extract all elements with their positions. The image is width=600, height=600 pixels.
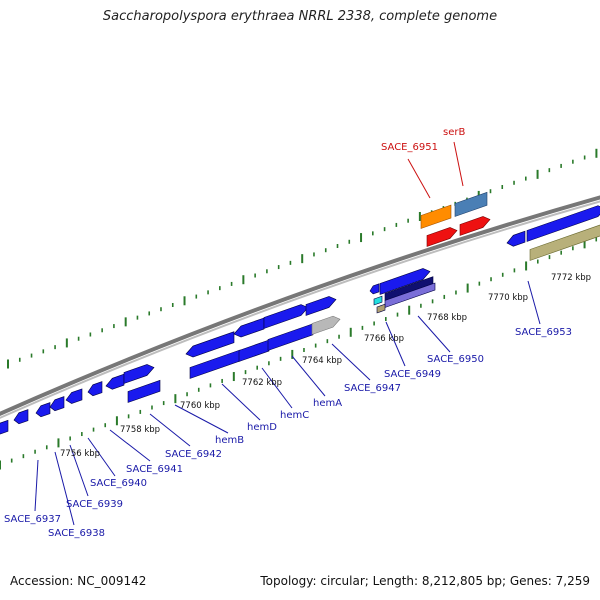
inner-tick-ring	[0, 237, 598, 470]
gene-label-sace_6941: SACE_6941	[126, 464, 183, 475]
leader-3	[87, 437, 116, 477]
feature-track	[0, 191, 600, 435]
cds-lower-2	[238, 339, 270, 362]
backbone-line-inner	[0, 200, 600, 419]
leader-9	[291, 355, 326, 397]
gene-label-sace_6938: SACE_6938	[48, 528, 105, 539]
leader-4	[109, 429, 151, 462]
cds-upper-14	[526, 205, 600, 242]
leader-1	[54, 451, 75, 526]
gene-label-sace_6953: SACE_6953	[515, 327, 572, 338]
accession-label: Accession: NC_009142	[10, 574, 147, 588]
gene-label-sace_6951: SACE_6951	[381, 142, 438, 153]
leader-12	[417, 315, 451, 353]
gene-label-hemc: hemC	[280, 410, 309, 421]
gene-label-sace_6939: SACE_6939	[66, 499, 123, 510]
cds-upper-3	[49, 396, 65, 412]
leader-11	[385, 321, 406, 367]
scale-label-5: 7766 kbp	[364, 334, 404, 344]
leader-13	[407, 158, 431, 199]
genome-summary: Topology: circular; Length: 8,212,805 bp…	[260, 574, 590, 588]
scale-label-0: 7756 kbp	[60, 449, 100, 459]
cds-upper-0	[0, 419, 9, 435]
cds-upper-12	[379, 268, 431, 295]
feature-steelblue	[454, 191, 488, 217]
cds-upper-2	[35, 402, 51, 418]
feature-orange	[420, 204, 452, 229]
feature-khaki	[529, 224, 600, 261]
genome-title: Saccharopolyspora erythraea NRRL 2338, c…	[102, 9, 498, 24]
leader-6	[174, 404, 229, 434]
gene-label-sace_6949: SACE_6949	[384, 369, 441, 380]
leader-15	[527, 280, 541, 325]
scale-label-2: 7760 kbp	[180, 401, 220, 411]
leader-0	[34, 459, 39, 512]
gene-label-sace_6947: SACE_6947	[344, 383, 401, 394]
cds-upper-13	[506, 230, 526, 247]
label-leader-lines	[34, 141, 541, 526]
gene-labels: SACE_6937 SACE_6938 SACE_6939 SACE_6940 SACE…	[4, 127, 572, 539]
scale-label-8: 7772 kbp	[551, 273, 591, 283]
gene-label-hemb: hemB	[215, 435, 244, 446]
cds-upper-10	[263, 304, 309, 329]
leader-8	[261, 367, 293, 409]
gene-label-hema: hemA	[313, 398, 342, 409]
leader-7	[221, 383, 261, 421]
feature-tan	[376, 303, 386, 314]
cds-upper-1	[13, 409, 29, 425]
scale-label-3: 7762 kbp	[242, 378, 282, 388]
feature-cyan	[373, 295, 383, 306]
leader-2	[69, 444, 89, 497]
cds-upper-6	[105, 373, 125, 390]
cds-lower-3	[267, 323, 314, 351]
scale-label-6: 7768 kbp	[427, 313, 467, 323]
gene-label-hemd: hemD	[247, 422, 277, 433]
scale-label-1: 7758 kbp	[120, 425, 160, 435]
cds-upper-7	[123, 364, 155, 384]
cds-upper-4	[65, 388, 83, 404]
pseudo-gene	[311, 315, 341, 335]
outer-tick-ring	[7, 148, 598, 369]
gene-label-sace_6940: SACE_6940	[90, 478, 147, 489]
feature-small-cds	[369, 283, 380, 295]
backbone-line-outer	[0, 195, 600, 416]
cds-upper-5	[87, 381, 103, 397]
cds-lower-0	[127, 379, 161, 403]
leader-5	[149, 413, 191, 447]
scale-labels: 7756 kbp 7758 kbp 7760 kbp 7762 kbp 7764 kbp…	[60, 273, 591, 459]
gene-label-sace_6937: SACE_6937	[4, 514, 61, 525]
leader-14	[453, 141, 464, 187]
cds-upper-11	[305, 296, 337, 316]
rna-2	[459, 216, 491, 236]
gene-label-sace_6942: SACE_6942	[165, 449, 222, 460]
gene-label-sace_6950: SACE_6950	[427, 354, 484, 365]
scale-label-4: 7764 kbp	[302, 356, 342, 366]
leader-10	[331, 343, 371, 381]
cds-upper-8	[185, 331, 235, 358]
rna-1	[426, 227, 458, 247]
scale-label-7: 7770 kbp	[488, 293, 528, 303]
genome-backbone	[0, 195, 600, 419]
gene-label-serb: serB	[443, 127, 465, 138]
